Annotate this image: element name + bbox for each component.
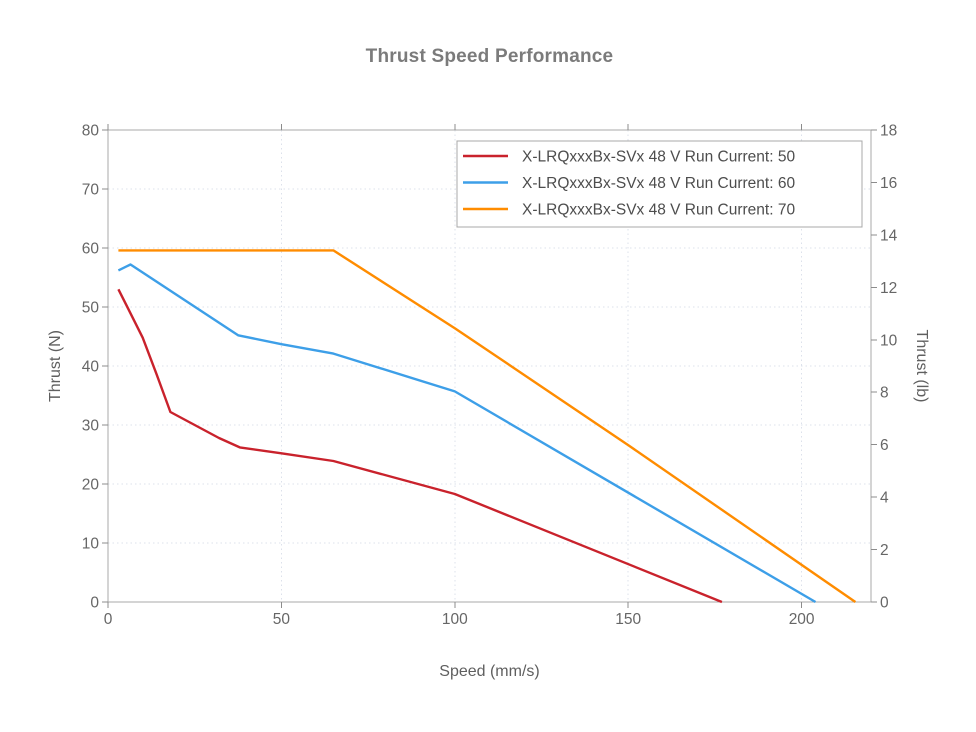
x-tick-label-200: 200 [789, 611, 815, 628]
x-tick-label-150: 150 [615, 611, 641, 628]
legend-label-2: X-LRQxxxBx-SVx 48 V Run Current: 70 [522, 202, 795, 219]
y-tick-label-left-80: 80 [82, 123, 100, 140]
y-axis-label-right: Thrust (lb) [913, 329, 930, 403]
x-tick-label-0: 0 [104, 611, 113, 628]
y-tick-label-right-16: 16 [880, 175, 897, 192]
x-tick-label-100: 100 [442, 611, 468, 628]
y-tick-label-right-0: 0 [880, 595, 889, 612]
y-tick-label-right-2: 2 [880, 542, 889, 559]
y-tick-label-right-4: 4 [880, 490, 889, 507]
series-line-1 [117, 263, 817, 604]
y-tick-label-right-6: 6 [880, 437, 889, 454]
y-tick-label-left-50: 50 [82, 300, 100, 317]
legend-label-0: X-LRQxxxBx-SVx 48 V Run Current: 50 [522, 149, 795, 166]
legend-label-1: X-LRQxxxBx-SVx 48 V Run Current: 60 [522, 175, 795, 192]
y-tick-label-right-10: 10 [880, 332, 898, 349]
y-tick-label-left-30: 30 [82, 418, 100, 435]
y-tick-label-left-10: 10 [82, 536, 100, 553]
series-line-2 [118, 249, 857, 603]
y-tick-label-right-14: 14 [880, 227, 898, 244]
legend-box [456, 140, 863, 228]
y-tick-label-left-20: 20 [82, 477, 100, 494]
series-line-0 [117, 288, 723, 604]
y-tick-label-left-40: 40 [82, 359, 100, 376]
y-axis-label-left: Thrust (N) [47, 330, 64, 402]
chart-title: Thrust Speed Performance [365, 46, 614, 67]
y-tick-label-right-18: 18 [880, 123, 897, 140]
x-tick-label-50: 50 [273, 611, 291, 628]
x-axis-label: Speed (mm/s) [439, 663, 540, 680]
y-tick-label-left-0: 0 [90, 595, 99, 612]
y-tick-label-left-60: 60 [82, 241, 100, 258]
y-tick-label-right-8: 8 [880, 385, 889, 402]
y-tick-label-left-70: 70 [82, 182, 100, 199]
y-tick-label-right-12: 12 [880, 280, 897, 297]
